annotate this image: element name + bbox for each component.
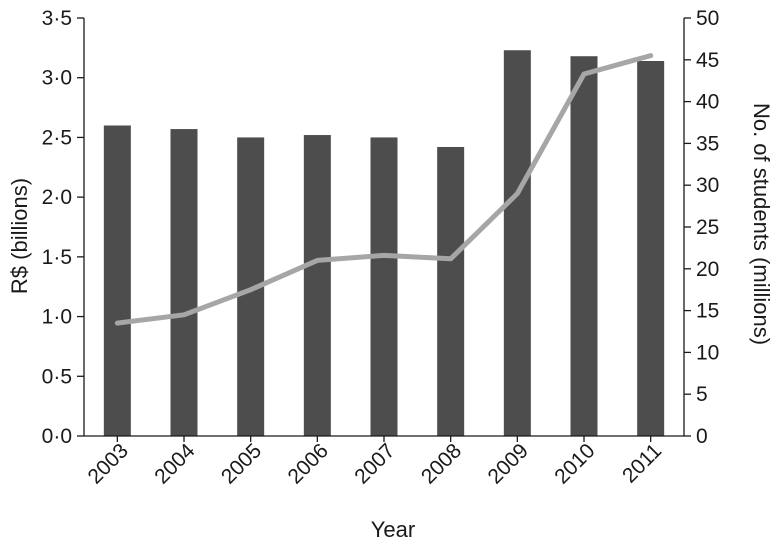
left-tick-label: 1·0 xyxy=(42,306,72,329)
left-tick-label: 2·5 xyxy=(42,126,72,149)
x-tick-label-2009: 2009 xyxy=(484,439,533,488)
right-tick-label: 25 xyxy=(696,216,719,239)
right-tick-label: 50 xyxy=(696,7,719,30)
right-axis-ticks: 0 5 10 15 20 25 30 35 40 45 50 xyxy=(684,7,719,448)
bar-2007 xyxy=(370,137,398,436)
bar-2009 xyxy=(503,50,531,436)
left-tick-label: 0·0 xyxy=(42,425,72,448)
right-tick-label: 30 xyxy=(696,174,719,197)
left-tick-label: 3·0 xyxy=(42,67,72,90)
x-axis-ticks: 2003 2004 2005 2006 2007 2008 2009 2010 2011 xyxy=(84,436,666,489)
right-tick-label: 10 xyxy=(696,341,719,364)
right-tick-label: 0 xyxy=(696,425,708,448)
right-tick-label: 35 xyxy=(696,132,719,155)
right-tick-label: 15 xyxy=(696,300,719,323)
bar-2004 xyxy=(170,129,198,436)
bar-2003 xyxy=(103,125,131,436)
left-tick-label: 0·5 xyxy=(42,365,72,388)
right-tick-label: 20 xyxy=(696,258,719,281)
right-tick-label: 45 xyxy=(696,49,719,72)
line-series-layer xyxy=(114,53,654,326)
x-tick-label-2008: 2008 xyxy=(417,439,466,488)
bar-2006 xyxy=(303,135,331,437)
x-tick-label-2003: 2003 xyxy=(84,439,133,488)
x-axis-title: Year xyxy=(371,517,415,542)
right-tick-label: 40 xyxy=(696,91,719,114)
x-tick-label-2004: 2004 xyxy=(150,439,200,489)
left-tick-label: 3·5 xyxy=(42,7,72,30)
x-tick-label-2010: 2010 xyxy=(550,439,599,488)
right-axis-title: No. of students (millions) xyxy=(749,103,773,345)
bar-2010 xyxy=(570,56,598,437)
bar-2011 xyxy=(637,60,665,436)
x-tick-label-2005: 2005 xyxy=(217,439,266,488)
left-tick-label: 2·0 xyxy=(42,186,72,209)
left-tick-label: 1·5 xyxy=(42,246,72,269)
right-tick-label: 5 xyxy=(696,383,708,406)
bar-series xyxy=(103,50,665,437)
x-tick-label-2006: 2006 xyxy=(284,439,333,488)
left-axis-ticks: 0·0 0·5 1·0 1·5 2·0 2·5 3·0 3·5 xyxy=(42,7,84,448)
left-axis-title: R$ (billions) xyxy=(7,178,32,294)
x-tick-label-2007: 2007 xyxy=(350,439,399,488)
x-tick-label-2011: 2011 xyxy=(618,439,666,487)
bar-2008 xyxy=(437,146,465,437)
